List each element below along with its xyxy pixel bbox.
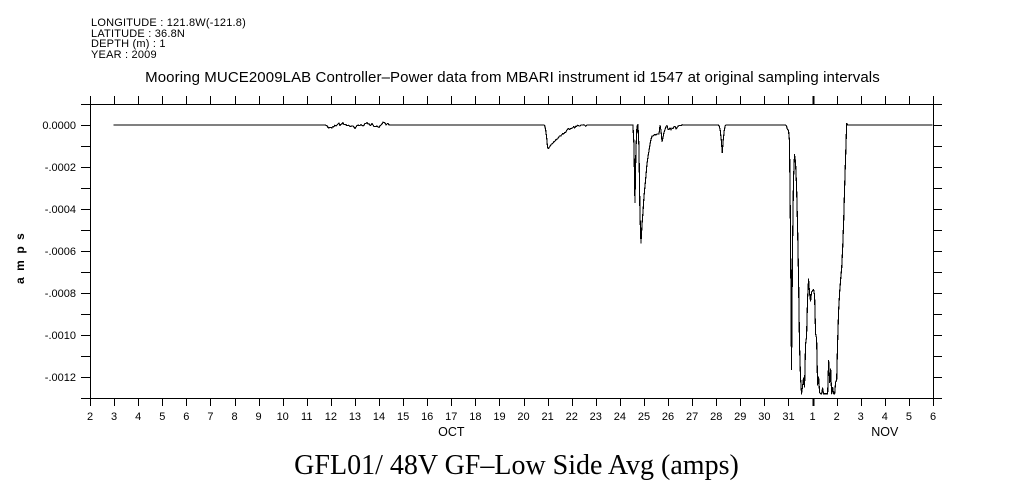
svg-text:5: 5 xyxy=(159,411,165,423)
svg-text:29: 29 xyxy=(734,411,746,423)
svg-text:27: 27 xyxy=(686,411,698,423)
svg-text:26: 26 xyxy=(662,411,674,423)
svg-text:13: 13 xyxy=(349,411,361,423)
svg-text:-.0002: -.0002 xyxy=(45,162,76,174)
svg-text:9: 9 xyxy=(256,411,262,423)
svg-text:4: 4 xyxy=(882,411,888,423)
svg-text:1: 1 xyxy=(810,411,816,423)
svg-text:3: 3 xyxy=(111,411,117,423)
svg-text:-.0006: -.0006 xyxy=(45,246,76,258)
svg-text:20: 20 xyxy=(517,411,529,423)
svg-text:-.0012: -.0012 xyxy=(45,372,76,384)
svg-text:10: 10 xyxy=(277,411,289,423)
svg-text:25: 25 xyxy=(638,411,650,423)
svg-text:24: 24 xyxy=(614,411,626,423)
svg-text:17: 17 xyxy=(445,411,457,423)
svg-text:22: 22 xyxy=(566,411,578,423)
svg-text:2: 2 xyxy=(834,411,840,423)
svg-text:19: 19 xyxy=(493,411,505,423)
svg-text:OCT: OCT xyxy=(438,425,465,439)
svg-text:28: 28 xyxy=(710,411,722,423)
svg-text:4: 4 xyxy=(135,411,141,423)
svg-text:6: 6 xyxy=(183,411,189,423)
svg-text:23: 23 xyxy=(590,411,602,423)
svg-text:-.0008: -.0008 xyxy=(45,288,76,300)
svg-text:5: 5 xyxy=(906,411,912,423)
svg-text:16: 16 xyxy=(421,411,433,423)
svg-text:15: 15 xyxy=(397,411,409,423)
svg-text:-.0004: -.0004 xyxy=(45,204,76,216)
svg-text:14: 14 xyxy=(373,411,385,423)
svg-text:12: 12 xyxy=(325,411,337,423)
svg-text:NOV: NOV xyxy=(871,425,899,439)
svg-text:21: 21 xyxy=(542,411,554,423)
svg-text:-.0010: -.0010 xyxy=(45,330,76,342)
svg-text:8: 8 xyxy=(231,411,237,423)
svg-text:18: 18 xyxy=(469,411,481,423)
svg-text:3: 3 xyxy=(858,411,864,423)
svg-text:30: 30 xyxy=(758,411,770,423)
svg-text:2: 2 xyxy=(87,411,93,423)
svg-text:0.0000: 0.0000 xyxy=(42,120,76,132)
svg-text:31: 31 xyxy=(782,411,794,423)
svg-text:7: 7 xyxy=(207,411,213,423)
svg-text:6: 6 xyxy=(930,411,936,423)
svg-text:11: 11 xyxy=(301,411,312,423)
